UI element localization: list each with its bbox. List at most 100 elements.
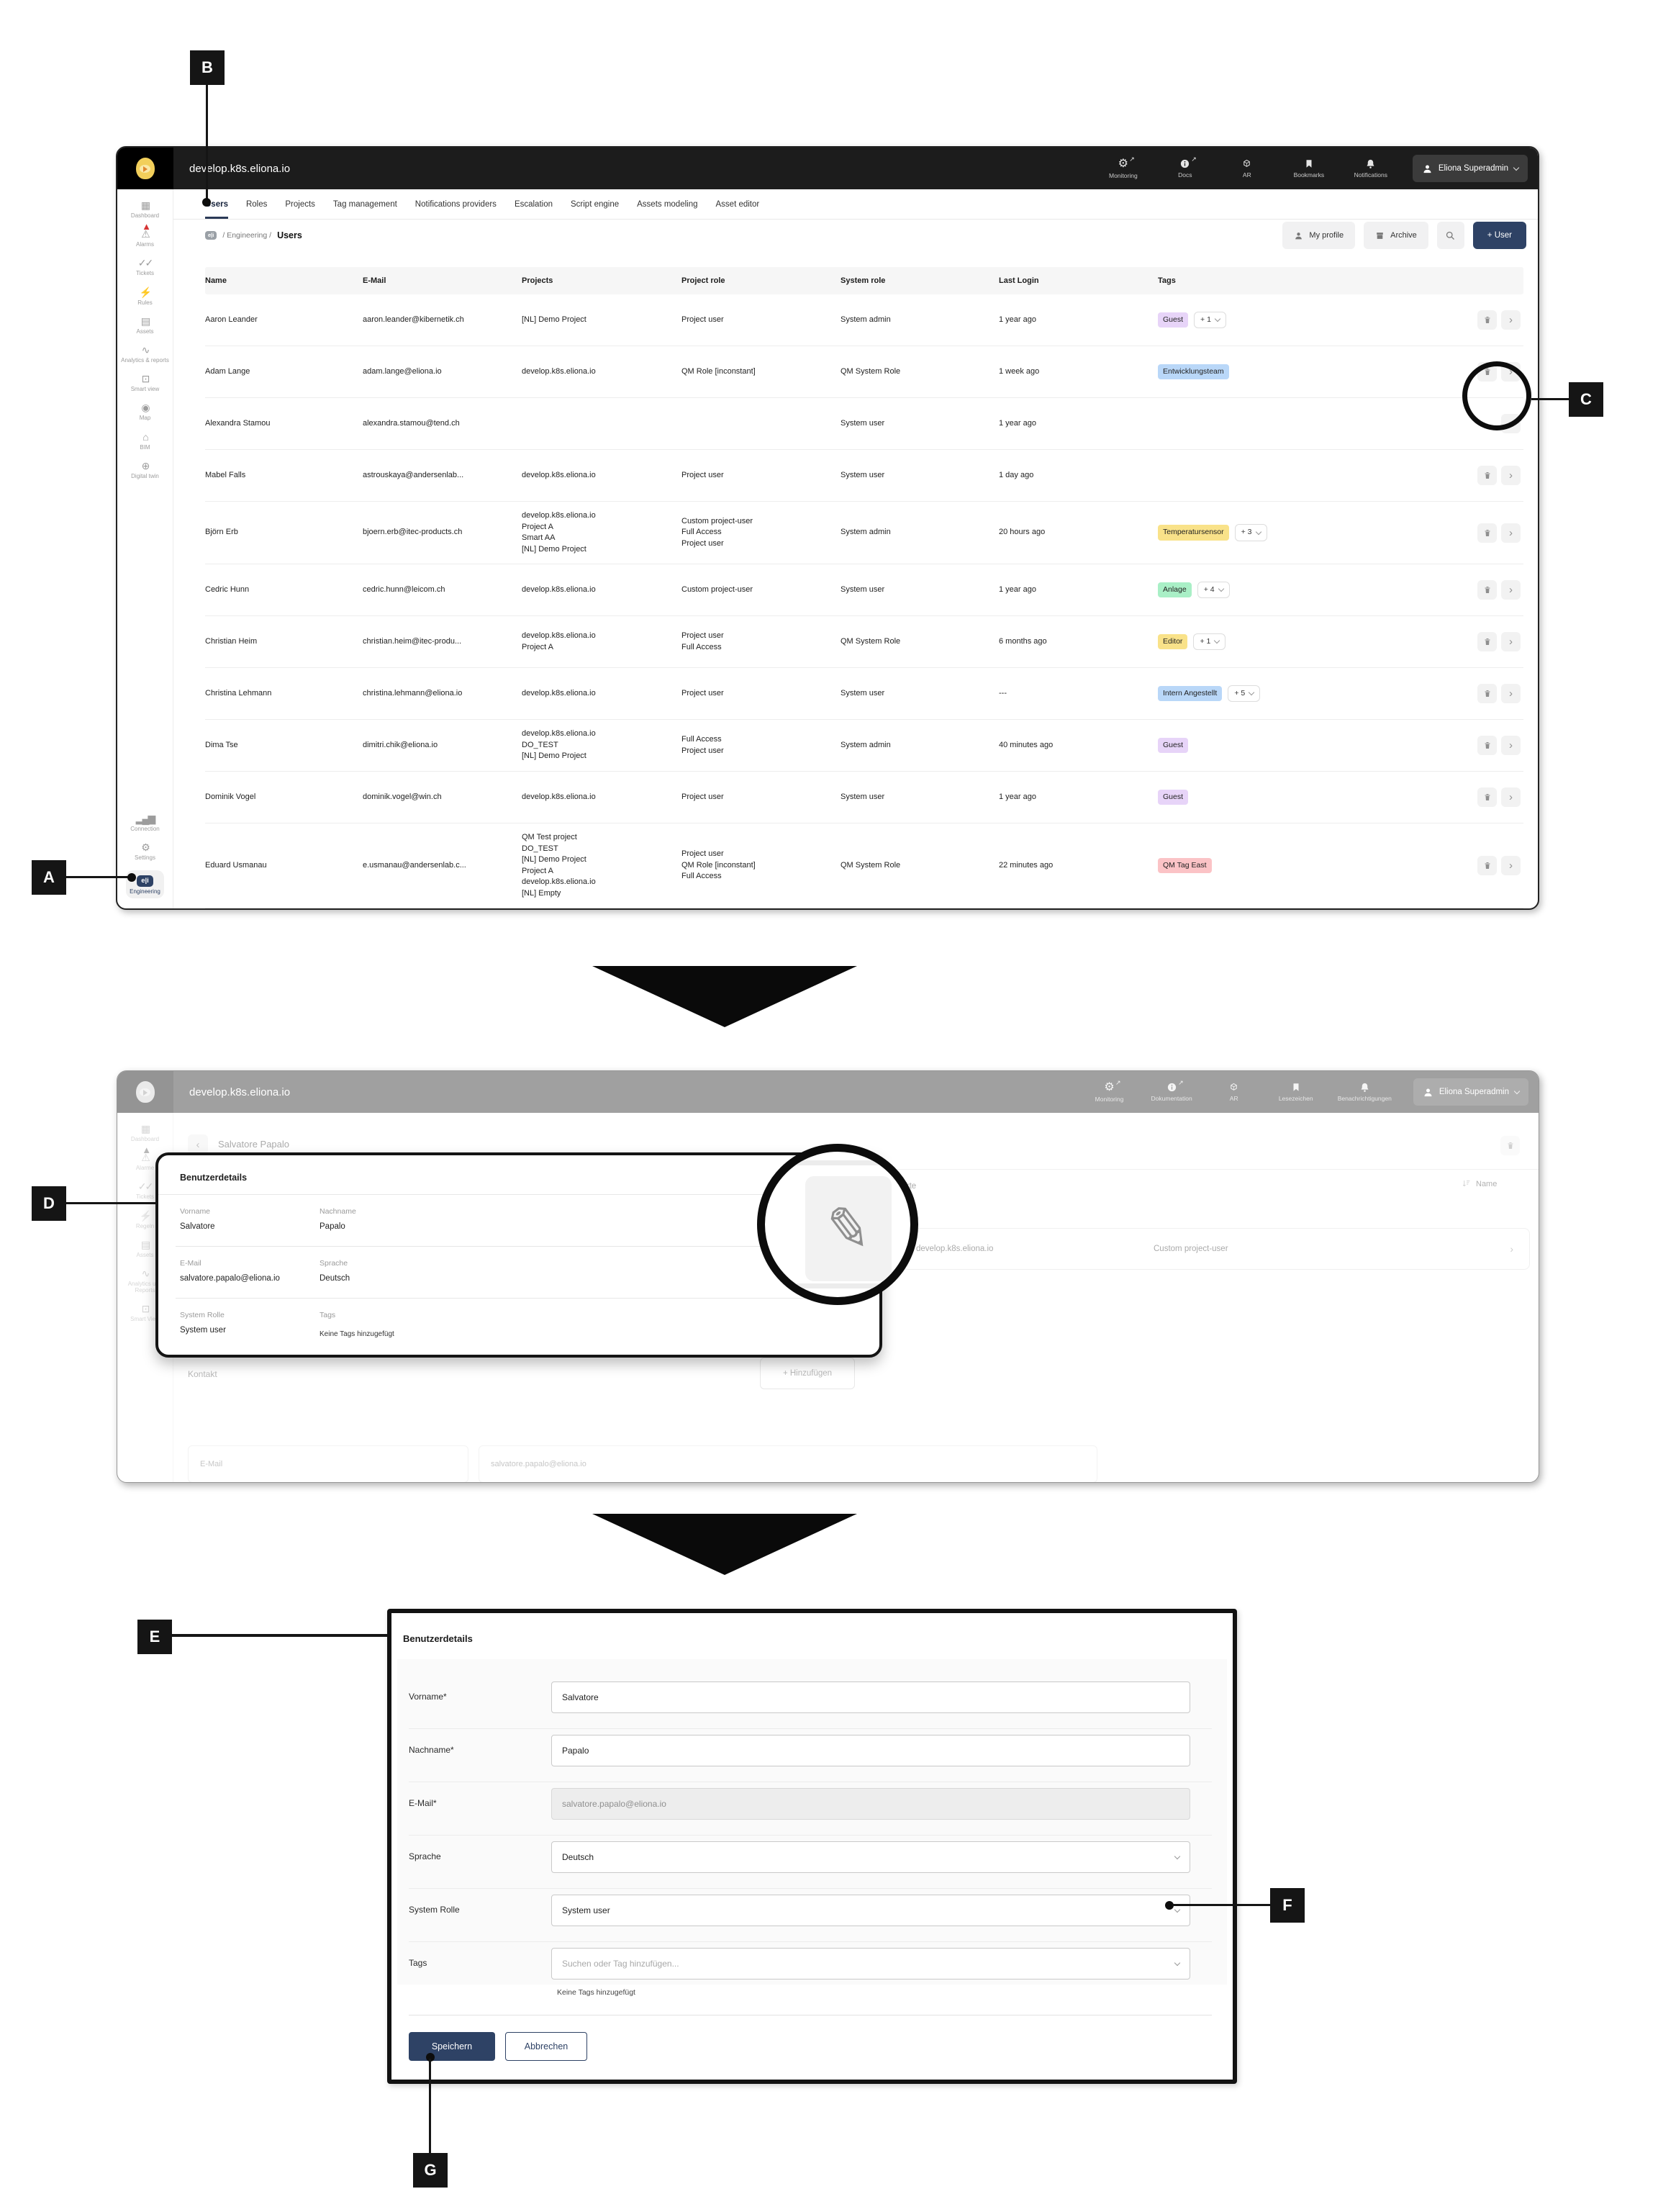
tab-script-engine[interactable]: Script engine: [571, 199, 620, 209]
sidebar-item-smart-view[interactable]: ⊡ Smart View: [130, 1303, 160, 1323]
delete-user-button[interactable]: [1477, 523, 1497, 543]
tag-chip: Editor: [1158, 633, 1188, 650]
delete-user-button[interactable]: [1477, 684, 1497, 703]
chevron-right-icon: ›: [1509, 314, 1513, 326]
tab-asset-editor[interactable]: Asset editor: [715, 199, 760, 209]
open-user-button[interactable]: ›: [1501, 580, 1521, 600]
tag-more-dropdown[interactable]: + 4: [1197, 581, 1230, 599]
table-row[interactable]: Mabel Falls astrouskaya@andersenlab... d…: [205, 450, 1523, 502]
sidebar-item-settings[interactable]: ⚙ Settings: [135, 841, 155, 862]
sidebar-item-analytics[interactable]: ∿ Analytics & reports: [121, 343, 169, 364]
sidebar-item-connection[interactable]: ▂▄▆ Connection: [130, 812, 160, 832]
add-contact-button[interactable]: + Hinzufügen: [760, 1358, 855, 1389]
table-row[interactable]: Aaron Leander aaron.leander@kibernetik.c…: [205, 294, 1523, 346]
person-icon: [1424, 1088, 1432, 1096]
sidebar-item-bim[interactable]: ⌂ BIM: [140, 430, 150, 451]
bookmarks-button[interactable]: Bookmarks: [1289, 158, 1329, 179]
open-user-button[interactable]: ›: [1501, 736, 1521, 755]
system-rolle-select[interactable]: System user: [551, 1895, 1190, 1926]
open-user-button[interactable]: ›: [1501, 787, 1521, 807]
sidebar-item-assets[interactable]: ▤ Assets: [136, 1238, 154, 1258]
notifications-button[interactable]: Benachrichtigungen: [1338, 1082, 1392, 1102]
table-row[interactable]: Cedric Hunn cedric.hunn@leicom.ch develo…: [205, 564, 1523, 616]
table-row[interactable]: Eduard Usmanau e.usmanau@andersenlab.c..…: [205, 823, 1523, 908]
sidebar-item-analytics[interactable]: ∿ Analytics und Reports: [127, 1267, 163, 1294]
sidebar-item-dashboard[interactable]: ▦ Dashboard: [130, 1123, 160, 1142]
app-logo[interactable]: [117, 148, 173, 189]
sidebar-item-alarme[interactable]: ▲ ⚠ Alarme: [135, 1145, 155, 1172]
sidebar-item-tickets[interactable]: ✓✓ Tickets: [135, 257, 155, 277]
user-menu[interactable]: Eliona Superadmin: [1413, 1078, 1528, 1106]
ar-button[interactable]: AR: [1214, 1082, 1254, 1102]
tab-roles[interactable]: Roles: [245, 199, 268, 209]
open-user-button[interactable]: ›: [1501, 310, 1521, 330]
cancel-button[interactable]: Abbrechen: [505, 2032, 587, 2061]
table-row[interactable]: Adam Lange adam.lange@eliona.io develop.…: [205, 346, 1523, 398]
tab-tag-management[interactable]: Tag management: [332, 199, 397, 209]
vorname-input[interactable]: [551, 1681, 1190, 1713]
sidebar-item-assets[interactable]: ▤ Assets: [136, 315, 154, 335]
add-user-button[interactable]: + User: [1472, 222, 1526, 249]
ar-button[interactable]: AR: [1227, 158, 1267, 179]
open-user-button[interactable]: ›: [1501, 684, 1521, 703]
digital-twin-icon: ⊕: [141, 459, 150, 471]
tab-escalation[interactable]: Escalation: [514, 199, 553, 209]
delete-user-button[interactable]: [1477, 632, 1497, 651]
archive-button[interactable]: Archive: [1364, 222, 1428, 249]
edit-button[interactable]: ✎: [805, 1176, 892, 1281]
search-button[interactable]: [1436, 222, 1464, 249]
delete-user-button[interactable]: [1477, 466, 1497, 485]
chevron-right-icon: ›: [1509, 526, 1513, 539]
table-row[interactable]: Dima Tse dimitri.chik@eliona.io develop.…: [205, 720, 1523, 772]
delete-user-button[interactable]: [1477, 736, 1497, 755]
sidebar-item-regeln[interactable]: ⚡ Regeln: [135, 1209, 155, 1229]
monitoring-button[interactable]: ⚙ ↗ Monitoring: [1095, 1078, 1124, 1103]
delete-user-button[interactable]: [1500, 1136, 1520, 1155]
notifications-button[interactable]: Notifications: [1351, 158, 1391, 179]
tag-more-dropdown[interactable]: + 1: [1194, 311, 1226, 329]
sort-control[interactable]: Name: [1462, 1179, 1497, 1188]
table-row[interactable]: Christian Heim christian.heim@itec-produ…: [205, 616, 1523, 668]
tab-projects[interactable]: Projects: [285, 199, 315, 209]
table-row[interactable]: Björn Erb bjoern.erb@itec-products.ch de…: [205, 502, 1523, 564]
tag-more-dropdown[interactable]: + 5: [1228, 685, 1261, 703]
table-row[interactable]: Alexandra Stamou alexandra.stamou@tend.c…: [205, 398, 1523, 450]
docs-button[interactable]: ↗ Dokumentation: [1151, 1079, 1192, 1102]
tags-search-input[interactable]: Suchen oder Tag hinzufügen...: [551, 1948, 1190, 1979]
tickets-icon: ✓✓: [137, 257, 154, 269]
sidebar-item-rules[interactable]: ⚡ Rules: [137, 286, 153, 306]
tab-notifications-providers[interactable]: Notifications providers: [414, 199, 497, 209]
docs-button[interactable]: ↗ Docs: [1178, 155, 1197, 179]
tab-assets-modeling[interactable]: Assets modeling: [637, 199, 698, 209]
user-menu[interactable]: Eliona Superadmin: [1412, 155, 1528, 182]
sidebar-item-digital-twin[interactable]: ⊕ Digital twin: [131, 459, 159, 479]
sidebar-item-smart-view[interactable]: ⊡ Smart view: [130, 373, 160, 393]
field-label: E-Mail*: [409, 1798, 437, 1808]
my-profile-button[interactable]: My profile: [1282, 222, 1356, 249]
table-row[interactable]: Christina Lehmann christina.lehmann@elio…: [205, 668, 1523, 720]
monitoring-button[interactable]: ⚙ ↗ Monitoring: [1108, 155, 1138, 179]
sidebar-item-map[interactable]: ◉ Map: [139, 402, 151, 422]
delete-user-button[interactable]: [1477, 787, 1497, 807]
sidebar-item-tickets[interactable]: ✓✓ Tickets: [135, 1181, 155, 1201]
delete-user-button[interactable]: [1477, 310, 1497, 330]
project-row[interactable]: develop.k8s.eliona.io Custom project-use…: [897, 1228, 1530, 1270]
nachname-input[interactable]: [551, 1735, 1190, 1766]
smart-view-icon: ⊡: [141, 373, 150, 385]
save-button[interactable]: Speichern: [409, 2032, 495, 2061]
tag-more-dropdown[interactable]: + 3: [1234, 524, 1267, 541]
table-row[interactable]: Dominik Vogel dominik.vogel@win.ch devel…: [205, 772, 1523, 823]
delete-user-button[interactable]: [1477, 580, 1497, 600]
tag-more-dropdown[interactable]: + 1: [1193, 633, 1226, 651]
open-user-button[interactable]: ›: [1501, 466, 1521, 485]
open-user-button[interactable]: ›: [1501, 856, 1521, 875]
open-user-button[interactable]: ›: [1501, 523, 1521, 543]
sidebar-item-dashboard[interactable]: ▦ Dashboard: [130, 199, 160, 219]
open-user-button[interactable]: ›: [1501, 632, 1521, 651]
sprache-select[interactable]: Deutsch: [551, 1841, 1190, 1873]
delete-user-button[interactable]: [1477, 856, 1497, 875]
back-button[interactable]: ‹: [188, 1134, 208, 1155]
sidebar-item-alarms[interactable]: ▲ ⚠ Alarms: [136, 221, 154, 248]
annotation-dot: [202, 198, 211, 207]
bookmarks-button[interactable]: Lesezeichen: [1276, 1082, 1316, 1102]
